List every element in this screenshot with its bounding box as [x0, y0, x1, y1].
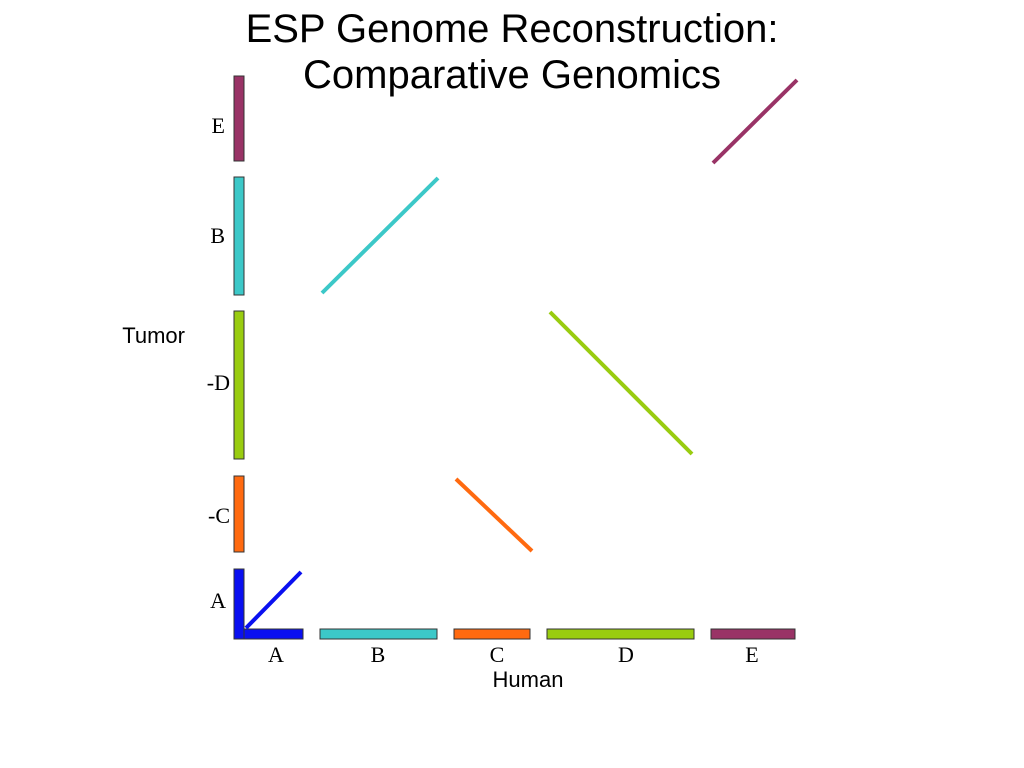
title-line-2: Comparative Genomics: [303, 53, 721, 97]
tumor-segment-a: [233, 568, 245, 640]
human-segment-b: [319, 628, 438, 640]
tumor-label-c: -C: [208, 503, 230, 528]
tumor-axis: A -C -D B E Tumor: [122, 75, 245, 640]
tumor-segment-e: [233, 75, 245, 162]
human-segment-c: [453, 628, 531, 640]
human-label-d: D: [618, 642, 634, 667]
synteny-line-d: [548, 310, 694, 456]
tumor-label-b: B: [210, 223, 225, 248]
human-axis: A B C D E Human: [243, 628, 796, 692]
tumor-label-e: E: [212, 113, 225, 138]
human-segment-a: [243, 628, 304, 640]
synteny-line-a: [244, 570, 303, 630]
human-label-b: B: [371, 642, 386, 667]
y-axis-title: Tumor: [122, 323, 185, 348]
synteny-line-b: [320, 176, 440, 295]
tumor-label-a: A: [210, 588, 226, 613]
synteny-line-c: [454, 477, 534, 553]
title-line-1: ESP Genome Reconstruction:: [245, 7, 779, 51]
tumor-segment-b: [233, 176, 245, 296]
human-label-e: E: [745, 642, 758, 667]
synteny-lines: [244, 78, 799, 630]
tumor-label-d: -D: [207, 370, 230, 395]
synteny-line-e: [711, 78, 799, 165]
human-segment-d: [546, 628, 695, 640]
tumor-segment-d: [233, 310, 245, 460]
human-label-a: A: [268, 642, 284, 667]
x-axis-title: Human: [493, 667, 564, 692]
tumor-segment-c: [233, 475, 245, 553]
human-label-c: C: [490, 642, 505, 667]
slide-title: ESP Genome Reconstruction: Comparative G…: [0, 6, 1024, 98]
human-segment-e: [710, 628, 796, 640]
